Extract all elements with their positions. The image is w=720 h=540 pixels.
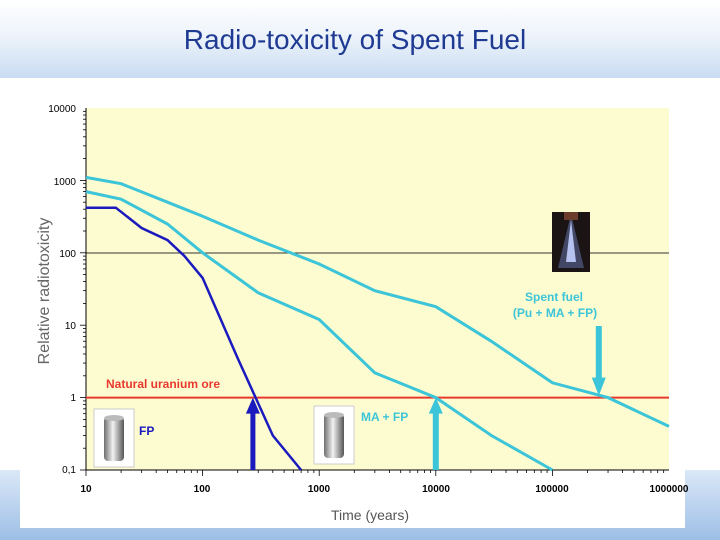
arrow-fp bbox=[245, 397, 260, 470]
spent-fuel-label: Spent fuel bbox=[525, 290, 583, 304]
y-tick-label: 100 bbox=[59, 249, 76, 260]
canister-body bbox=[104, 417, 124, 461]
plot-background bbox=[86, 108, 669, 470]
y-tick-label: 10 bbox=[65, 321, 77, 332]
y-tick-label: 1000 bbox=[54, 177, 77, 188]
x-tick-label: 100 bbox=[194, 484, 211, 495]
x-tick-label: 1000000 bbox=[650, 484, 689, 495]
slide-title: Radio-toxicity of Spent Fuel bbox=[183, 24, 527, 55]
natural-uranium-label: Natural uranium ore bbox=[106, 377, 220, 391]
x-tick-label: 100000 bbox=[535, 484, 569, 495]
canister-cap bbox=[104, 415, 124, 421]
x-axis-panel bbox=[20, 470, 685, 528]
fuel-assembly-icon bbox=[552, 212, 590, 272]
ma-fp-label: MA + FP bbox=[361, 410, 408, 424]
canister-body bbox=[324, 414, 344, 458]
spent-fuel-composition-label: (Pu + MA + FP) bbox=[513, 306, 597, 320]
y-tick-label: 1 bbox=[70, 393, 76, 404]
assembly-top bbox=[564, 212, 578, 220]
arrow-ma-fp bbox=[428, 397, 443, 470]
canister-cap bbox=[324, 412, 344, 418]
title-band bbox=[0, 0, 720, 78]
arrow-spent-fuel bbox=[591, 326, 606, 396]
y-tick-label: 10000 bbox=[48, 104, 76, 115]
fuel-canister-icon bbox=[93, 408, 135, 468]
fuel-canister-icon bbox=[313, 405, 355, 465]
y-axis-title: Relative radiotoxicity bbox=[36, 218, 53, 365]
assembly-glow bbox=[566, 220, 576, 262]
x-axis-title: Time (years) bbox=[331, 507, 409, 523]
arrow-ma-fp-head bbox=[428, 397, 443, 414]
x-tick-label: 10000 bbox=[422, 484, 450, 495]
series-line-spent-fuel bbox=[85, 175, 670, 428]
arrow-fp-head bbox=[245, 397, 260, 414]
y-tick-label: 0,1 bbox=[62, 465, 76, 476]
arrow-spent-fuel-head bbox=[591, 377, 606, 396]
assembly-halo bbox=[558, 214, 584, 268]
series-line-ma-fp bbox=[85, 190, 554, 472]
x-tick-label: 1000 bbox=[308, 484, 331, 495]
fp-label: FP bbox=[139, 424, 154, 438]
x-tick-label: 10 bbox=[80, 484, 92, 495]
series-line-fp bbox=[86, 206, 303, 471]
